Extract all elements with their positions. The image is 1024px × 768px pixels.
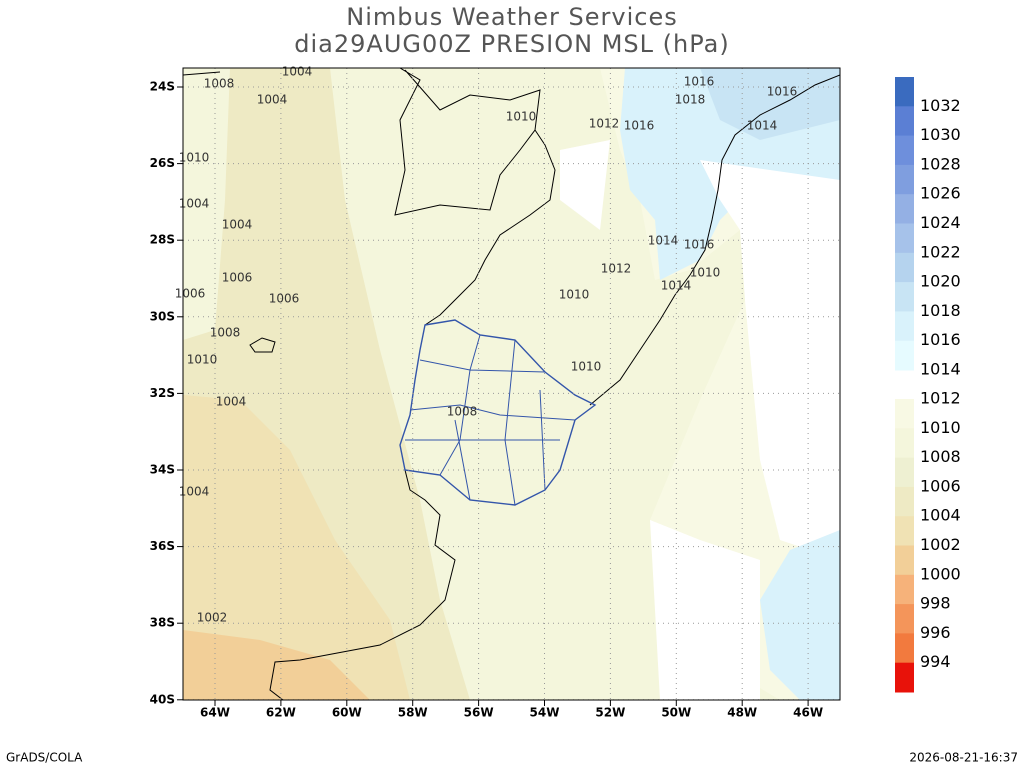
colorbar-swatch — [895, 516, 914, 546]
lat-label: 36S — [150, 539, 175, 553]
contour-label: 1004 — [179, 485, 210, 499]
lon-label: 48W — [727, 706, 757, 720]
colorbar-swatch — [895, 135, 914, 166]
contour-label: 1010 — [187, 353, 218, 367]
colorbar-label: 996 — [920, 623, 951, 642]
lat-label: 38S — [150, 616, 175, 630]
contour-label: 1016 — [767, 85, 798, 99]
colorbar-swatch — [895, 633, 914, 664]
contour-label: 1004 — [179, 197, 210, 211]
colorbar-swatch — [895, 223, 914, 254]
subtitle: dia29AUG00Z PRESION MSL (hPa) — [294, 30, 729, 58]
colorbar-swatch — [895, 77, 914, 107]
lat-label: 40S — [150, 692, 175, 706]
colorbar-swatch — [895, 662, 914, 693]
lon-label: 60W — [332, 706, 362, 720]
colorbar-label: 1008 — [920, 447, 961, 466]
contour-label: 1006 — [269, 292, 300, 306]
colorbar-label: 1018 — [920, 301, 961, 320]
contour-label: 1012 — [589, 117, 620, 131]
lat-label: 26S — [150, 156, 175, 170]
colorbar-label: 1000 — [920, 564, 961, 583]
contour-label: 1006 — [175, 287, 206, 301]
lat-label: 32S — [150, 386, 175, 400]
colorbar-label: 1030 — [920, 125, 961, 144]
colorbar-label: 1004 — [920, 506, 961, 525]
colorbar-label: 1010 — [920, 418, 961, 437]
contour-label: 1004 — [222, 218, 253, 232]
contour-label: 1008 — [204, 77, 235, 91]
lat-label: 30S — [150, 309, 175, 323]
contour-label: 1014 — [648, 234, 679, 248]
colorbar-label: 1024 — [920, 213, 961, 232]
contour-label: 1016 — [684, 238, 715, 252]
contour-label: 1016 — [624, 119, 655, 133]
lon-label: 50W — [661, 706, 691, 720]
colorbar-swatch — [895, 574, 914, 605]
colorbar-swatch — [895, 311, 914, 342]
colorbar-swatch — [895, 252, 914, 283]
coastlines — [183, 68, 840, 700]
title: Nimbus Weather Services — [346, 3, 677, 31]
lon-label: 64W — [200, 706, 230, 720]
colorbar-swatch — [895, 545, 914, 576]
contour-label: 1014 — [747, 119, 778, 133]
contour-label: 1004 — [282, 65, 313, 79]
colorbar-label: 1022 — [920, 242, 961, 261]
colorbar-swatch — [895, 399, 914, 429]
contour-label: 1010 — [559, 288, 590, 302]
lon-label: 54W — [530, 706, 560, 720]
contour-label: 1010 — [690, 266, 721, 280]
contour-label: 1018 — [675, 93, 706, 107]
colorbar-swatch — [895, 340, 914, 371]
contour-label: 1010 — [179, 151, 210, 165]
contour-label: 1004 — [216, 395, 247, 409]
contour-label: 1016 — [684, 75, 715, 89]
colorbar-swatch — [895, 164, 914, 195]
lon-label: 56W — [464, 706, 494, 720]
contour-label: 1008 — [210, 326, 241, 340]
contour-label: 1006 — [222, 271, 253, 285]
lat-label: 28S — [150, 233, 175, 247]
contour-label: 1010 — [571, 360, 602, 374]
contour-label: 1010 — [506, 110, 537, 124]
contour-label: 1008 — [447, 405, 478, 419]
contour-label: 1014 — [661, 279, 692, 293]
map-fill — [183, 68, 840, 700]
footer-left: GrADS/COLA — [6, 751, 83, 765]
contour-label: 1012 — [601, 262, 632, 276]
lon-label: 58W — [398, 706, 428, 720]
colorbar-label: 1032 — [920, 96, 961, 115]
contour-label: 1004 — [257, 93, 288, 107]
colorbar-swatch — [895, 457, 914, 488]
colorbar-label: 1006 — [920, 476, 961, 495]
colorbar-label: 1016 — [920, 330, 961, 349]
colorbar: 1032 1030 1028 1026 1024 1022 1020 1018 1016 1014… — [895, 77, 961, 693]
colorbar-swatch — [895, 282, 914, 312]
colorbar-label: 994 — [920, 652, 951, 671]
colorbar-label: 1020 — [920, 272, 961, 291]
contour-label: 1002 — [197, 611, 228, 625]
colorbar-swatch — [895, 486, 914, 517]
lon-label: 52W — [595, 706, 625, 720]
colorbar-swatch — [895, 194, 914, 224]
colorbar-label: 1002 — [920, 535, 961, 554]
lon-label: 46W — [793, 706, 823, 720]
colorbar-label: 1012 — [920, 389, 961, 408]
colorbar-label: 1028 — [920, 154, 961, 173]
colorbar-label: 1014 — [920, 360, 961, 379]
graticule: 24S 26S 28S 30S 32S 34S 36S 38S 40S 64W 62W 60W 58W 5… — [150, 68, 840, 720]
colorbar-swatch — [895, 428, 914, 459]
lat-label: 34S — [150, 463, 175, 477]
lat-label: 24S — [150, 80, 175, 94]
map-frame — [182, 67, 841, 701]
colorbar-label: 1026 — [920, 184, 961, 203]
colorbar-swatch — [895, 604, 914, 634]
footer-right: 2026-08-21-16:37 — [909, 751, 1018, 765]
colorbar-swatch — [895, 106, 914, 137]
lon-label: 62W — [266, 706, 296, 720]
colorbar-label: 998 — [920, 594, 951, 613]
